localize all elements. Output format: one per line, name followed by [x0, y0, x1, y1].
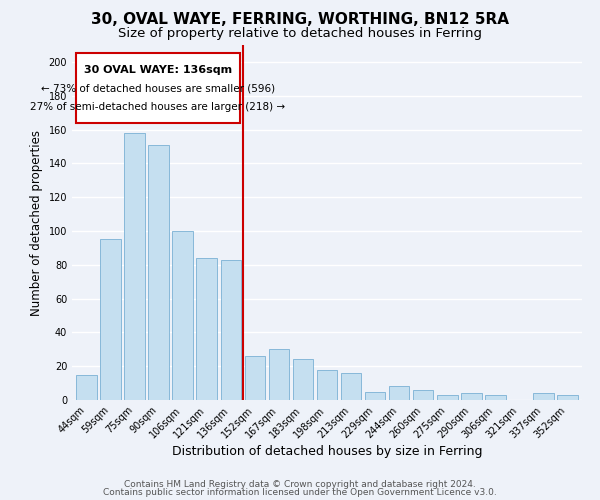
Bar	[461, 393, 482, 400]
Text: ← 73% of detached houses are smaller (596): ← 73% of detached houses are smaller (59…	[41, 84, 275, 94]
Y-axis label: Number of detached properties: Number of detached properties	[30, 130, 43, 316]
Bar	[389, 386, 409, 400]
FancyBboxPatch shape	[76, 54, 241, 123]
Bar	[557, 395, 578, 400]
Bar	[221, 260, 241, 400]
Bar	[196, 258, 217, 400]
Bar	[293, 360, 313, 400]
Text: 30, OVAL WAYE, FERRING, WORTHING, BN12 5RA: 30, OVAL WAYE, FERRING, WORTHING, BN12 5…	[91, 12, 509, 28]
Bar	[124, 133, 145, 400]
Text: Size of property relative to detached houses in Ferring: Size of property relative to detached ho…	[118, 28, 482, 40]
Bar	[317, 370, 337, 400]
Bar	[485, 395, 506, 400]
Bar	[413, 390, 433, 400]
Bar	[269, 350, 289, 400]
Text: Contains public sector information licensed under the Open Government Licence v3: Contains public sector information licen…	[103, 488, 497, 497]
Text: 30 OVAL WAYE: 136sqm: 30 OVAL WAYE: 136sqm	[84, 66, 232, 76]
X-axis label: Distribution of detached houses by size in Ferring: Distribution of detached houses by size …	[172, 446, 482, 458]
Bar	[172, 231, 193, 400]
Bar	[245, 356, 265, 400]
Text: 27% of semi-detached houses are larger (218) →: 27% of semi-detached houses are larger (…	[31, 102, 286, 113]
Bar	[365, 392, 385, 400]
Bar	[100, 240, 121, 400]
Bar	[148, 144, 169, 400]
Bar	[437, 395, 458, 400]
Bar	[76, 374, 97, 400]
Bar	[341, 373, 361, 400]
Bar	[533, 393, 554, 400]
Text: Contains HM Land Registry data © Crown copyright and database right 2024.: Contains HM Land Registry data © Crown c…	[124, 480, 476, 489]
